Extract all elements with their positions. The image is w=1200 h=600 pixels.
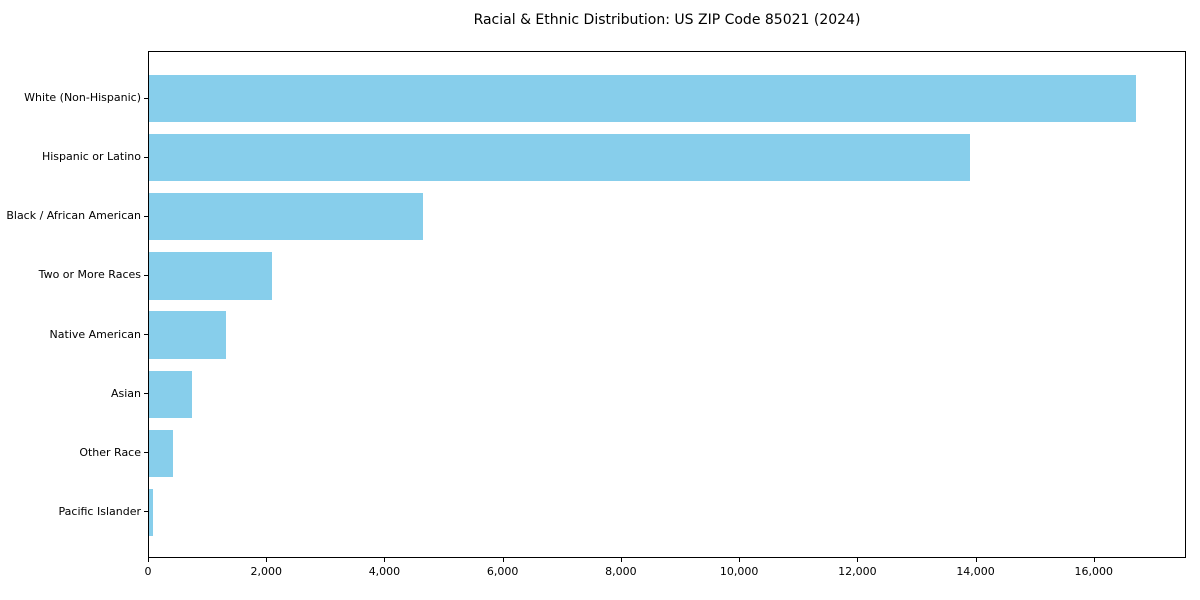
plot-area [148,51,1186,558]
chart-title: Racial & Ethnic Distribution: US ZIP Cod… [473,12,861,28]
x-tick-mark [620,558,622,562]
bar [149,134,970,182]
x-tick-mark [384,558,386,562]
x-tick-mark [975,558,977,562]
x-tick-label: 14,000 [956,565,995,578]
x-tick-label: 6,000 [486,565,519,578]
x-tick-label: 2,000 [250,565,282,578]
y-category-label: Two or More Races [38,268,141,282]
y-category-label: Asian [110,386,141,400]
y-tick-mark [144,334,148,336]
bar [149,488,154,536]
y-category-label: Hispanic or Latino [41,150,141,164]
bar [149,252,272,300]
x-tick-mark [857,558,859,562]
bar [149,311,226,359]
bar [149,75,1137,123]
bar [149,370,193,418]
y-tick-mark [144,97,148,99]
y-tick-mark [144,156,148,158]
x-tick-mark [148,558,149,562]
x-tick-label: 0 [144,565,152,578]
y-category-label: Pacific Islander [58,504,141,518]
y-tick-mark [144,393,148,395]
y-tick-mark [144,511,148,513]
x-tick-label: 16,000 [1074,565,1114,578]
x-tick-mark [739,558,741,562]
bar [149,429,173,477]
x-tick-mark [1093,558,1095,562]
x-tick-mark [266,558,268,562]
y-tick-mark [144,274,148,276]
x-tick-label: 12,000 [838,565,877,578]
y-category-label: White (Non-Hispanic) [24,91,141,105]
bar [149,193,423,241]
y-category-label: Native American [49,327,141,341]
y-tick-mark [144,452,148,454]
y-category-label: Other Race [79,445,141,459]
x-tick-mark [502,558,504,562]
y-tick-mark [144,215,148,217]
y-category-label: Black / African American [6,209,141,223]
x-tick-label: 8,000 [605,565,637,578]
x-tick-label: 4,000 [368,565,401,578]
x-tick-label: 10,000 [719,565,759,578]
